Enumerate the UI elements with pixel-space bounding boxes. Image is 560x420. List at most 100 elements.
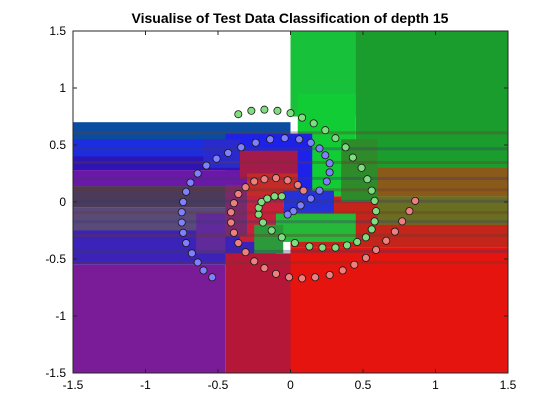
data-point — [261, 106, 268, 113]
data-point — [242, 184, 249, 191]
data-point — [291, 239, 298, 246]
data-point — [342, 144, 349, 151]
region-block — [73, 265, 225, 373]
data-point — [255, 211, 262, 218]
data-point — [296, 136, 303, 143]
data-point — [194, 259, 201, 266]
y-tick-label: -1.5 — [45, 366, 66, 380]
data-point — [371, 197, 378, 204]
data-point — [261, 176, 268, 183]
data-point — [351, 261, 358, 268]
x-tick-label: -1 — [140, 378, 151, 392]
data-point — [209, 274, 216, 281]
data-point — [272, 270, 279, 277]
chart-title: Visualise of Test Data Classification of… — [132, 10, 449, 26]
data-point — [368, 226, 375, 233]
region-band — [73, 161, 508, 164]
region-band — [73, 220, 508, 223]
data-point — [274, 107, 281, 114]
data-point — [316, 187, 323, 194]
data-point — [349, 154, 356, 161]
data-point — [278, 234, 285, 241]
data-point — [339, 267, 346, 274]
region-band — [73, 188, 508, 191]
data-point — [281, 135, 288, 142]
data-point — [316, 145, 323, 152]
region-block — [225, 253, 290, 373]
data-point — [238, 144, 245, 151]
x-tick-label: 0 — [287, 378, 294, 392]
x-tick-label: -1.5 — [63, 378, 84, 392]
data-point — [297, 202, 304, 209]
region-band — [73, 200, 508, 203]
data-point — [227, 209, 234, 216]
y-tick-label: 0.5 — [49, 138, 66, 152]
data-point — [319, 244, 326, 251]
data-point — [284, 211, 291, 218]
data-point — [230, 229, 237, 236]
region-band — [73, 261, 508, 264]
data-point — [227, 219, 234, 226]
data-point — [235, 190, 242, 197]
data-point — [371, 218, 378, 225]
data-point — [399, 218, 406, 225]
data-point — [362, 234, 369, 241]
region-block — [356, 31, 508, 179]
data-point — [188, 250, 195, 257]
y-tick-label: -0.5 — [45, 252, 66, 266]
x-tick-label: 0.5 — [355, 378, 372, 392]
data-point — [187, 179, 194, 186]
x-tick-label: -0.5 — [208, 378, 229, 392]
data-point — [322, 152, 329, 159]
data-point — [251, 258, 258, 265]
data-point — [323, 178, 330, 185]
data-point — [326, 160, 333, 167]
region-band — [73, 234, 508, 237]
data-point — [307, 195, 314, 202]
data-point — [332, 135, 339, 142]
data-point — [383, 237, 390, 244]
data-point — [251, 178, 258, 185]
data-point — [287, 109, 294, 116]
data-point — [307, 139, 314, 146]
data-point — [271, 193, 278, 200]
data-point — [213, 155, 220, 162]
data-point — [272, 174, 279, 181]
data-point — [312, 274, 319, 281]
data-point — [294, 181, 301, 188]
data-point — [259, 219, 266, 226]
data-point — [358, 164, 365, 171]
data-point — [285, 274, 292, 281]
data-point — [372, 246, 379, 253]
data-point — [200, 267, 207, 274]
data-point — [326, 271, 333, 278]
data-point — [372, 208, 379, 215]
data-point — [248, 107, 255, 114]
data-point — [183, 188, 190, 195]
data-point — [264, 195, 271, 202]
data-point — [242, 249, 249, 256]
data-point — [278, 193, 285, 200]
x-tick-label: 1 — [432, 378, 439, 392]
data-point — [343, 242, 350, 249]
data-point — [354, 238, 361, 245]
data-point — [306, 243, 313, 250]
data-point — [268, 227, 275, 234]
data-point — [194, 170, 201, 177]
data-point — [412, 197, 419, 204]
region-band — [73, 250, 508, 253]
data-point — [310, 120, 317, 127]
region-block — [291, 248, 509, 373]
y-tick-label: 1 — [59, 81, 66, 95]
x-tick-label: 1.5 — [500, 378, 517, 392]
data-point — [225, 149, 232, 156]
data-point — [235, 111, 242, 118]
data-point — [180, 229, 187, 236]
data-point — [368, 187, 375, 194]
region-band — [73, 131, 508, 134]
data-point — [299, 275, 306, 282]
data-point — [267, 136, 274, 143]
data-point — [235, 239, 242, 246]
data-point — [284, 177, 291, 184]
region-block — [196, 213, 225, 253]
